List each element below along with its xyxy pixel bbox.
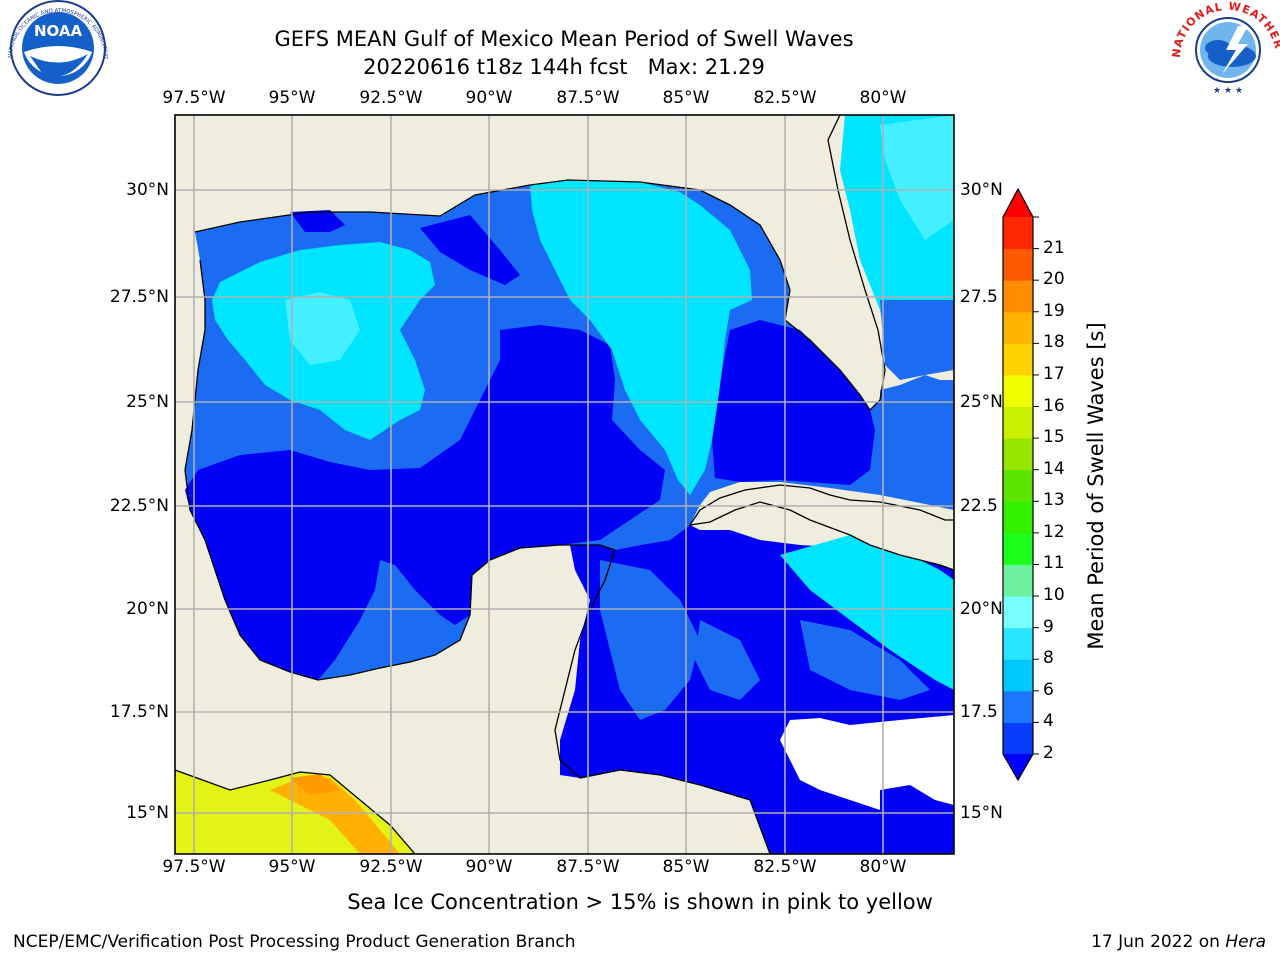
colorbar-segment [1003,311,1033,344]
lon-label: 87.5°W [556,88,620,108]
colorbar-extend-high [1003,189,1033,217]
gulf-deep-low-period [185,325,665,680]
colorbar-segment [1003,217,1033,250]
lon-label: 90°W [465,857,513,877]
colorbar-tick-label: 6 [1043,679,1054,700]
map-area [175,115,954,854]
footer-date-text: 17 Jun 2022 on [1091,932,1226,952]
colorbar-tick-label: 9 [1043,616,1054,637]
colorbar-segment [1003,406,1033,439]
lat-label: 25°N [960,392,1003,412]
chart-title: GEFS MEAN Gulf of Mexico Mean Period of … [274,27,854,51]
caribbean-mid-3 [695,620,760,700]
lon-label: 95°W [268,857,316,877]
noaa-logo: NOAA NATIONAL OCEANIC AND ATMOSPHERIC AD… [0,0,108,96]
footer-date: 17 Jun 2022 on Hera [1091,932,1266,952]
lon-label: 95°W [268,88,316,108]
lon-label: 85°W [662,857,710,877]
colorbar-tick-label: 13 [1043,490,1065,511]
colorbar-tick-label: 10 [1043,585,1065,606]
colorbar-segment [1003,564,1033,597]
caribbean-masked-blue [875,785,954,854]
colorbar-segment [1003,343,1033,376]
colorbar-tick-label: 21 [1043,237,1065,258]
coastline [184,259,771,854]
coastline-pacific [175,769,416,854]
footer-credit: NCEP/EMC/Verification Post Processing Pr… [13,932,576,952]
lat-label: 20°N [960,599,1003,619]
sea-ice-caption: Sea Ice Concentration > 15% is shown in … [347,890,933,914]
lon-label: 92.5°W [359,857,423,877]
caribbean-mid-2 [800,620,930,700]
caribbean-cyan [780,535,954,690]
colorbar-tick-label: 2 [1043,743,1054,763]
lat-label: 15°N [960,803,1003,823]
colorbar-segment [1003,659,1033,692]
lon-label: 87.5°W [556,857,620,877]
gulf-cyan-tongue [530,180,752,495]
lat-label: 25°N [126,392,169,412]
colorbar-segment [1003,438,1033,471]
colorbar-tick-label: 18 [1043,332,1065,353]
caribbean-mid-1 [600,560,700,720]
atlantic-mid [880,300,954,380]
pacific-orange-deep [290,774,340,795]
lat-label: 20°N [126,599,169,619]
pacific-orange [270,776,400,854]
colorbar-segment [1003,532,1033,565]
lat-label: 15°N [126,803,169,823]
lon-label: 82.5°W [753,88,817,108]
lon-label: 92.5°W [359,88,423,108]
colorbar-segment [1003,469,1033,502]
colorbar-tick-label: 11 [1043,553,1065,574]
colorbar-tick-label: 17 [1043,363,1065,384]
lon-label: 97.5°W [162,88,226,108]
atlantic-lighter [880,115,954,240]
gulf-north-low-period [420,215,520,285]
footer-host: Hera [1225,932,1266,952]
colorbar-segment [1003,596,1033,629]
lat-label: 17.5 [960,702,998,722]
colorbar-tick-label: 20 [1043,269,1065,290]
chart-subtitle: 20220616 t18z 144h fcst Max: 21.29 [363,55,765,79]
lon-label: 82.5°W [753,857,817,877]
lon-label: 80°W [859,857,907,877]
lat-label: 22.5°N [109,496,169,516]
colorbar-segment [1003,280,1033,313]
lat-label: 22.5 [960,496,998,516]
colorbar-tick-label: 8 [1043,648,1054,669]
lat-label: 30°N [126,180,169,200]
graticule [175,115,954,854]
colorbar-tick-label: 4 [1043,711,1054,732]
colorbar-tick-label: 19 [1043,300,1065,321]
lon-label: 80°W [859,88,907,108]
svg-text:★ ★ ★: ★ ★ ★ [1213,86,1243,96]
lon-label: 97.5°W [162,857,226,877]
colorbar-extend-low [1003,754,1033,780]
gulf-cyan-west-light [285,292,360,365]
colorbar-tick-label: 12 [1043,521,1065,542]
noaa-logo-text: NOAA [34,22,83,40]
lat-label: 30°N [960,180,1003,200]
lon-label: 85°W [662,88,710,108]
map-frame [174,114,955,855]
colorbar-label: Mean Period of Swell Waves [s] [1084,322,1108,650]
colorbar [1002,187,1039,782]
lon-label: 90°W [465,88,513,108]
lat-label: 27.5°N [109,287,169,307]
colorbar-segment [1003,627,1033,660]
coastline-north [194,115,886,412]
gulf-northwest-low-period [290,210,345,232]
colorbar-tick-label: 16 [1043,395,1065,416]
colorbar-segment [1003,374,1033,408]
colorbar-segment [1003,722,1033,755]
colorbar-tick-label: 15 [1043,427,1065,448]
colorbar-tick-label: 14 [1043,458,1065,479]
lat-label: 27.5 [960,287,998,307]
lat-label: 17.5°N [109,702,169,722]
colorbar-segment [1003,248,1033,281]
colorbar-segment [1003,690,1033,723]
colorbar-segment [1003,501,1033,534]
